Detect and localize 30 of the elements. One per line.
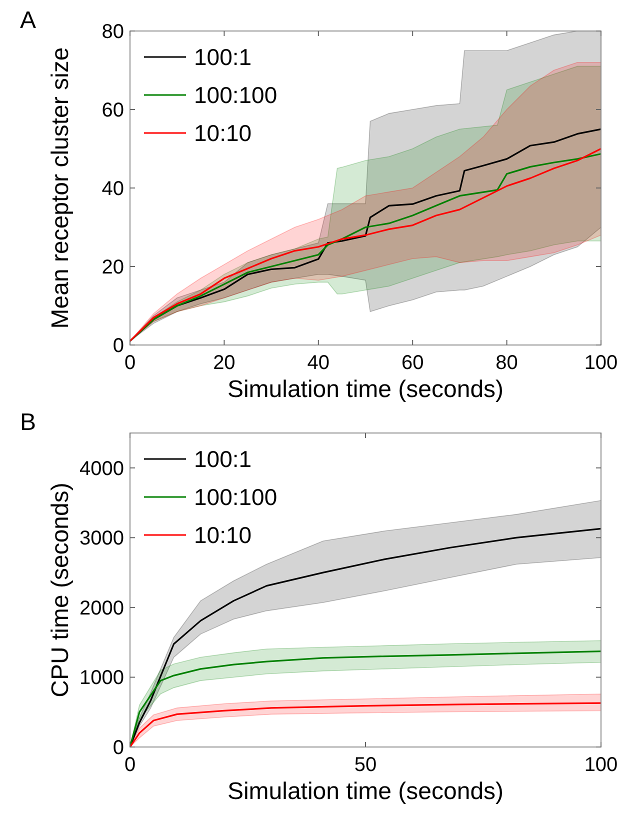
y-tick-label: 60 bbox=[102, 100, 124, 122]
x-axis-title: Simulation time (seconds) bbox=[227, 778, 504, 805]
x-tick-label: 80 bbox=[496, 352, 518, 374]
y-axis-title: CPU time (seconds) bbox=[47, 482, 74, 698]
legend-label: 100:100 bbox=[194, 82, 278, 108]
y-tick-label: 1000 bbox=[80, 667, 124, 690]
x-tick-label: 100 bbox=[584, 754, 618, 776]
legend-label: 100:1 bbox=[194, 446, 252, 472]
y-tick-label: 80 bbox=[102, 21, 124, 43]
x-axis-title: Simulation time (seconds) bbox=[227, 376, 504, 403]
y-tick-label: 2000 bbox=[80, 597, 124, 620]
x-tick-label: 20 bbox=[213, 352, 236, 374]
x-tick-label: 100 bbox=[584, 352, 618, 374]
legend-label: 10:10 bbox=[194, 120, 252, 146]
y-tick-label: 40 bbox=[102, 178, 124, 200]
y-axis-title: Mean receptor cluster size bbox=[47, 47, 74, 329]
y-tick-label: 0 bbox=[112, 737, 124, 759]
legend-label: 100:1 bbox=[194, 44, 252, 70]
legend-label: 100:100 bbox=[194, 484, 278, 510]
y-tick-label: 3000 bbox=[80, 528, 124, 550]
x-tick-label: 40 bbox=[307, 352, 330, 374]
y-tick-label: 20 bbox=[102, 256, 124, 278]
x-tick-label: 60 bbox=[401, 352, 424, 374]
chart-title: A bbox=[20, 7, 36, 34]
chart-title: B bbox=[20, 409, 36, 436]
x-tick-label: 50 bbox=[354, 754, 377, 776]
line-series bbox=[130, 702, 601, 747]
y-tick-label: 4000 bbox=[80, 458, 124, 480]
y-tick-label: 0 bbox=[112, 335, 124, 357]
legend-label: 10:10 bbox=[194, 522, 252, 548]
